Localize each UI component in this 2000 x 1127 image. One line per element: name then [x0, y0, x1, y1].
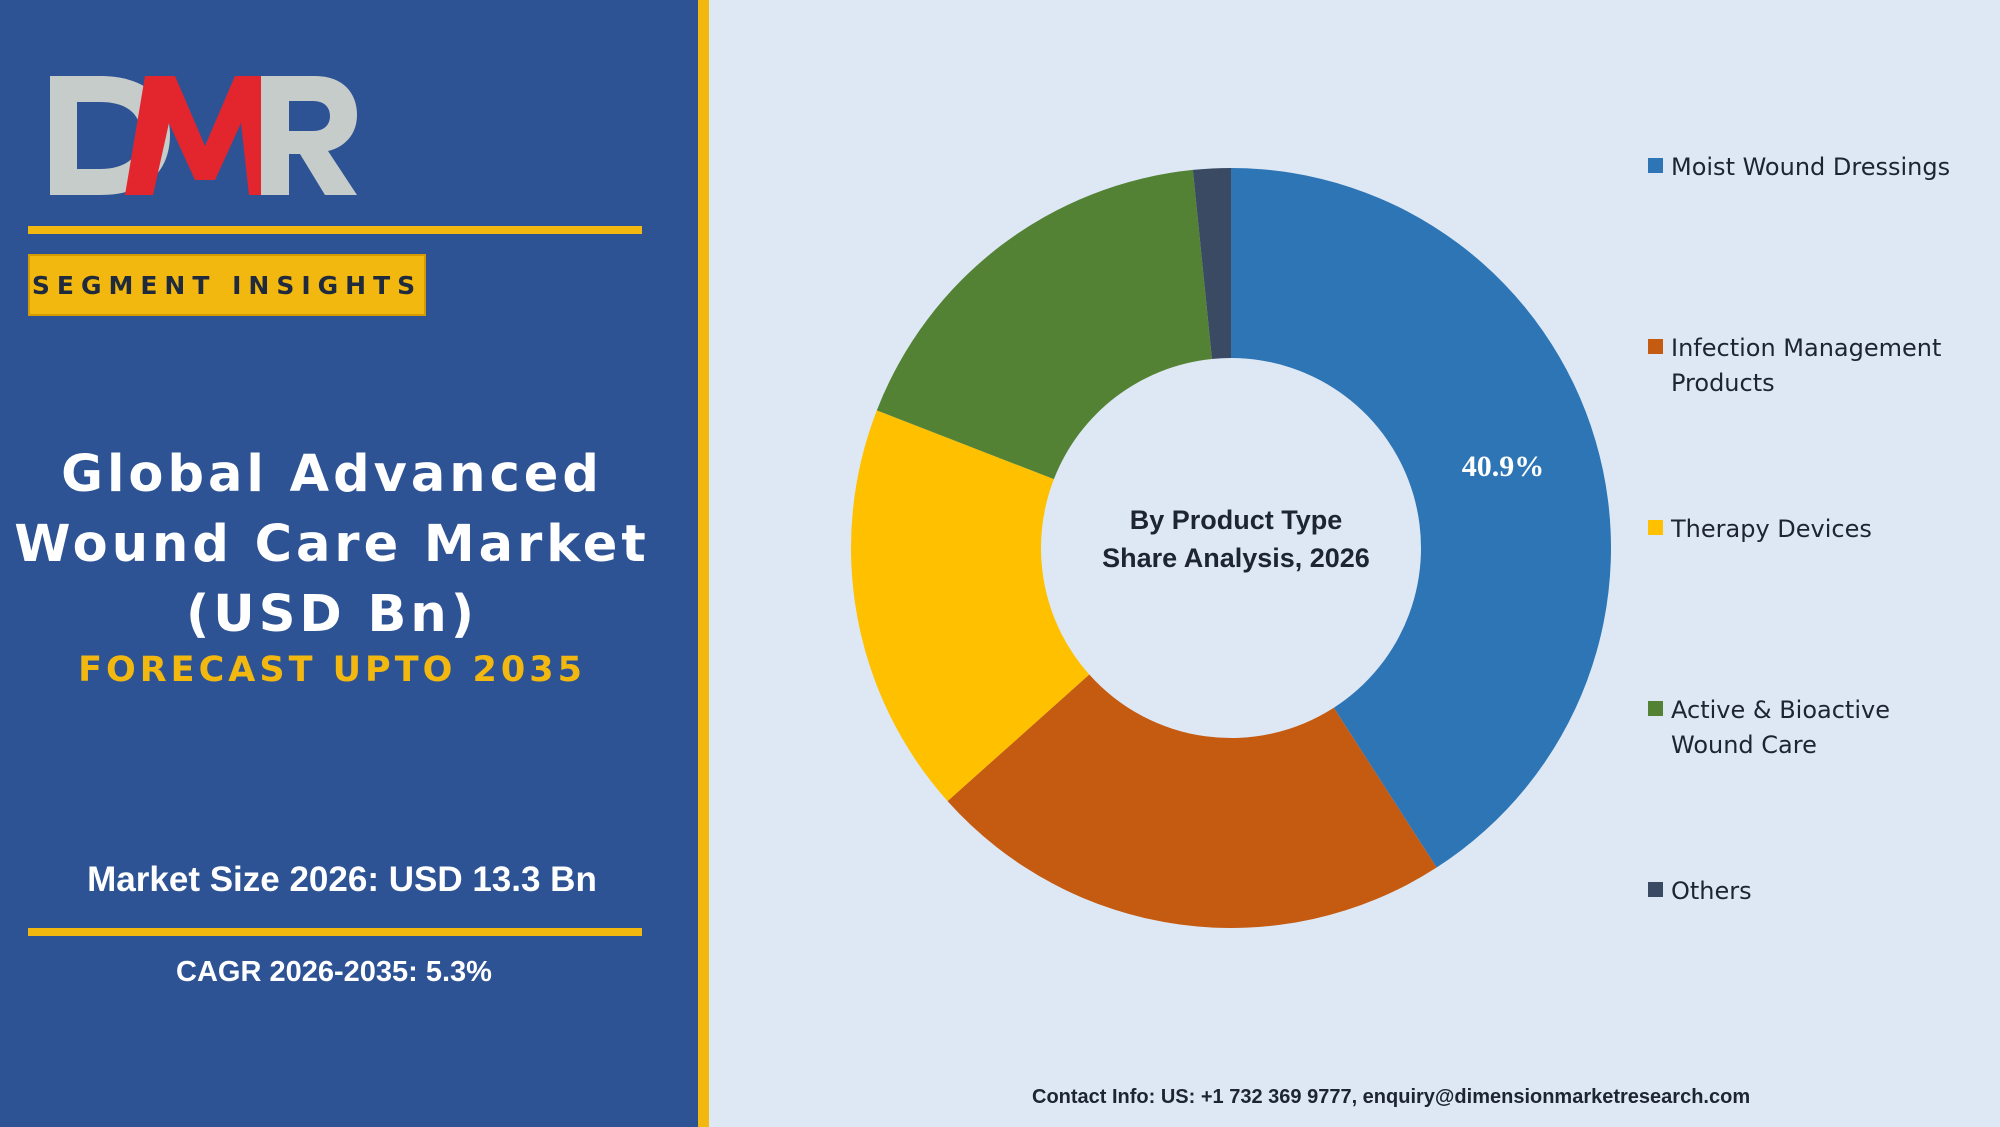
title-line: (USD Bn) — [185, 585, 479, 644]
donut-slice — [1231, 168, 1612, 868]
title-line: Global Advanced — [61, 445, 603, 504]
legend-label: Infection Management Products — [1671, 334, 1942, 397]
legend-label: Others — [1671, 877, 1752, 905]
segment-insights-badge: SEGMENT INSIGHTS — [28, 254, 426, 316]
legend-label: Moist Wound Dressings — [1671, 153, 1951, 181]
top-divider-line — [28, 226, 642, 234]
donut-slice — [1192, 168, 1231, 359]
forecast-label: FORECAST UPTO 2035 — [78, 650, 586, 690]
center-label-line: By Product Type — [1130, 505, 1343, 535]
legend-swatch — [1648, 158, 1663, 173]
legend-swatch — [1648, 339, 1663, 354]
badge-label: SEGMENT INSIGHTS — [31, 270, 423, 300]
market-size-text: Market Size 2026: USD 13.3 Bn — [87, 860, 597, 899]
slice-value-label: 40.9% — [1462, 450, 1545, 483]
legend-swatch — [1648, 701, 1663, 716]
legend-swatch — [1648, 882, 1663, 897]
contact-info: Contact Info: US: +1 732 369 9777, enqui… — [1032, 1086, 1751, 1108]
bottom-divider-line — [28, 928, 642, 936]
legend-swatch — [1648, 520, 1663, 535]
donut-slice — [851, 410, 1090, 802]
dmr-logo — [50, 76, 357, 195]
legend-label: Active & Bioactive Wound Care — [1671, 696, 1890, 759]
title-line: Wound Care Market — [14, 515, 650, 574]
report-title: Global Advanced Wound Care Market (USD B… — [0, 440, 664, 650]
center-label-line: Share Analysis, 2026 — [1102, 543, 1370, 573]
donut-slice — [876, 169, 1212, 480]
legend-label: Therapy Devices — [1671, 515, 1872, 543]
left-panel: SEGMENT INSIGHTS Global Advanced Wound C… — [0, 0, 698, 1127]
cagr-text: CAGR 2026-2035: 5.3% — [176, 956, 492, 988]
donut-slice — [947, 674, 1437, 929]
panel-divider — [698, 0, 709, 1127]
